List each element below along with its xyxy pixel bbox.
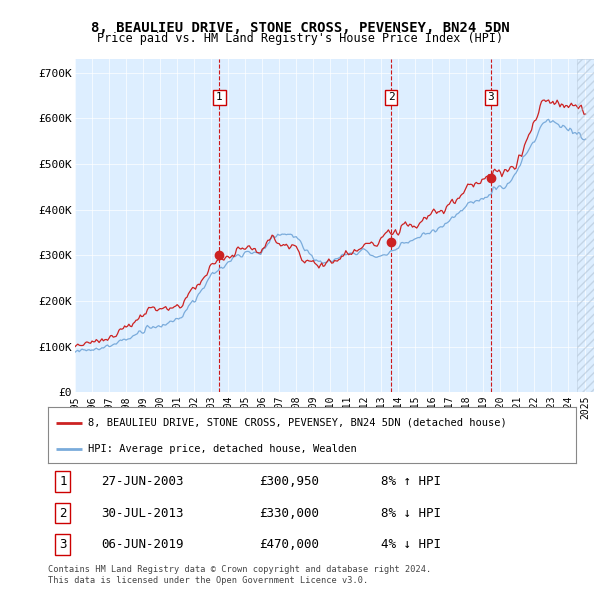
Text: 8, BEAULIEU DRIVE, STONE CROSS, PEVENSEY, BN24 5DN (detached house): 8, BEAULIEU DRIVE, STONE CROSS, PEVENSEY… (88, 418, 506, 428)
Text: 30-JUL-2013: 30-JUL-2013 (101, 506, 184, 520)
Text: 06-JUN-2019: 06-JUN-2019 (101, 537, 184, 551)
Text: 4% ↓ HPI: 4% ↓ HPI (380, 537, 440, 551)
Text: 3: 3 (59, 537, 67, 551)
Text: 2: 2 (388, 93, 395, 102)
Text: 8% ↓ HPI: 8% ↓ HPI (380, 506, 440, 520)
Text: £300,950: £300,950 (259, 475, 319, 489)
Text: £470,000: £470,000 (259, 537, 319, 551)
Text: 8, BEAULIEU DRIVE, STONE CROSS, PEVENSEY, BN24 5DN: 8, BEAULIEU DRIVE, STONE CROSS, PEVENSEY… (91, 21, 509, 35)
Text: This data is licensed under the Open Government Licence v3.0.: This data is licensed under the Open Gov… (48, 576, 368, 585)
Text: Contains HM Land Registry data © Crown copyright and database right 2024.: Contains HM Land Registry data © Crown c… (48, 565, 431, 573)
Text: 8% ↑ HPI: 8% ↑ HPI (380, 475, 440, 489)
Text: 2: 2 (59, 506, 67, 520)
Text: 1: 1 (59, 475, 67, 489)
Text: 3: 3 (487, 93, 494, 102)
Text: 27-JUN-2003: 27-JUN-2003 (101, 475, 184, 489)
Text: HPI: Average price, detached house, Wealden: HPI: Average price, detached house, Weal… (88, 444, 356, 454)
Text: £330,000: £330,000 (259, 506, 319, 520)
Text: 1: 1 (216, 93, 223, 102)
Text: Price paid vs. HM Land Registry's House Price Index (HPI): Price paid vs. HM Land Registry's House … (97, 32, 503, 45)
